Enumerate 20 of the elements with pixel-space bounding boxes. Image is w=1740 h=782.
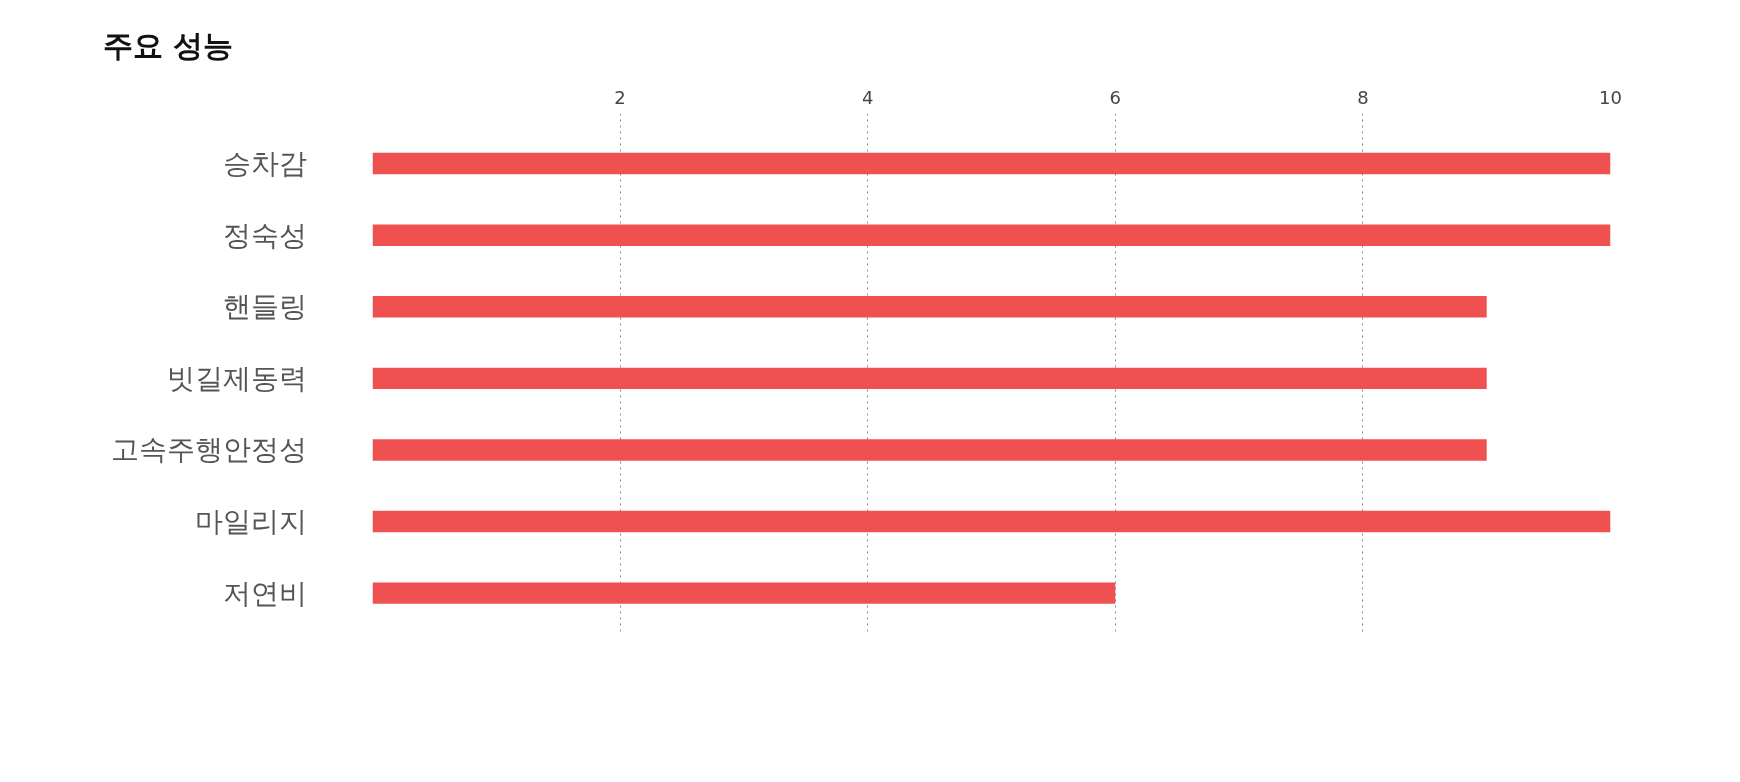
y-tick-label: 저연비 (222, 576, 307, 610)
x-tick-label: 10 (1599, 86, 1622, 108)
bar (372, 152, 1611, 175)
y-tick-label: 승차감 (222, 147, 307, 181)
x-tick-label: 2 (614, 86, 626, 108)
bar (372, 439, 1487, 461)
bar (372, 367, 1487, 390)
chart-title: 주요 성능 (102, 27, 233, 63)
y-tick-label: 고속주행안정성 (110, 433, 307, 467)
y-tick-label: 빗길제동력 (166, 361, 307, 395)
bar (372, 296, 1487, 318)
bar (372, 510, 1611, 533)
x-tick-label: 8 (1357, 86, 1369, 108)
y-tick-label: 핸들링 (222, 290, 307, 324)
y-tick-label: 정숙성 (222, 218, 307, 252)
y-tick-label: 마일리지 (194, 505, 307, 539)
x-tick-label: 4 (861, 86, 874, 108)
bar (372, 582, 1116, 604)
bar (372, 224, 1611, 246)
x-tick-label: 6 (1109, 86, 1122, 108)
